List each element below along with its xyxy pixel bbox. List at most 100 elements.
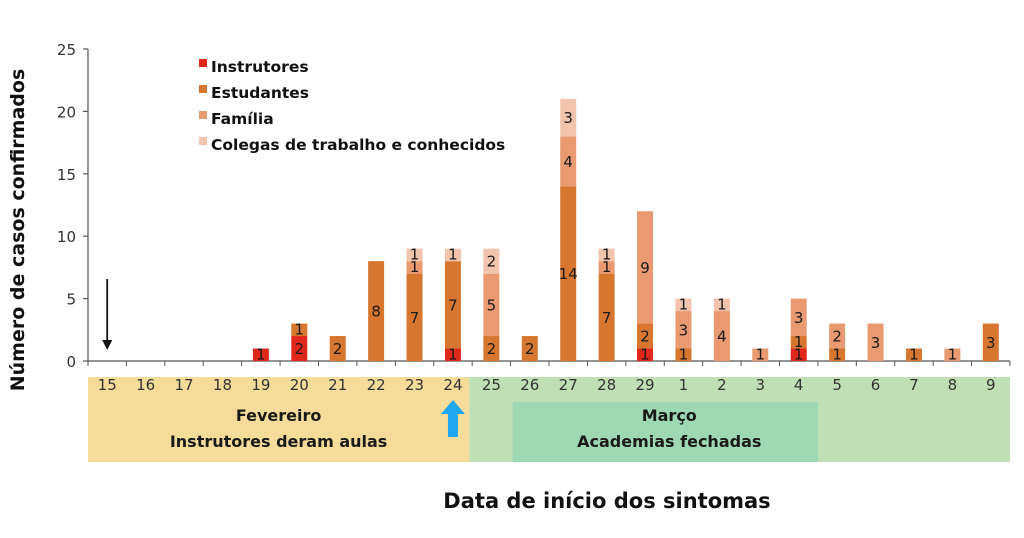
- x-tick-label: 23: [405, 376, 424, 394]
- data-label: 3: [679, 321, 689, 339]
- x-tick-label: 9: [986, 376, 996, 394]
- bar-segment: [675, 311, 692, 349]
- data-label: 2: [295, 340, 305, 358]
- bar-segment: [521, 336, 538, 361]
- legend-label: Instrutores: [211, 58, 309, 76]
- bar-segment: [637, 323, 654, 349]
- x-tick-label: 1: [679, 376, 689, 394]
- x-tick-label: 6: [871, 376, 881, 394]
- data-label: 1: [717, 296, 727, 314]
- bar-segment: [368, 261, 385, 361]
- data-label: 1: [410, 258, 420, 276]
- data-label: 7: [448, 296, 458, 314]
- data-label: 1: [756, 346, 766, 364]
- x-tick-label: 17: [174, 376, 193, 394]
- data-label: 7: [410, 309, 420, 327]
- y-tick-label: 0: [66, 353, 76, 371]
- x-axis-label: Data de início dos sintomas: [443, 489, 770, 513]
- legend-label: Estudantes: [211, 84, 309, 102]
- bar-segment: [675, 298, 692, 312]
- x-tick-label: 3: [756, 376, 766, 394]
- month-note-march: Academias fechadas: [577, 432, 761, 451]
- y-tick-label: 25: [57, 41, 76, 59]
- data-label: 5: [487, 296, 497, 314]
- x-tick-label: 2: [717, 376, 727, 394]
- data-label: 1: [909, 346, 919, 364]
- data-label: 1: [256, 346, 266, 364]
- data-label: 1: [602, 258, 612, 276]
- legend-swatch: [199, 137, 207, 145]
- data-label: 1: [794, 346, 804, 364]
- legend-swatch: [199, 59, 207, 67]
- y-tick-label: 15: [57, 166, 76, 184]
- x-tick-label: 8: [948, 376, 958, 394]
- bar-segment: [560, 136, 577, 187]
- bar-segment: [829, 323, 846, 349]
- bar-segment: [982, 323, 999, 361]
- x-tick-label: 20: [290, 376, 309, 394]
- month-bands: Fevereiro Instrutores deram aulas Março Aca…: [88, 377, 1011, 462]
- bar-segment: [905, 348, 922, 361]
- data-label: 2: [525, 340, 535, 358]
- data-label: 4: [563, 153, 573, 171]
- bar-segment: [790, 348, 807, 361]
- bar-segment: [637, 348, 654, 361]
- month-label-march: Março: [642, 406, 697, 425]
- data-label: 14: [559, 265, 578, 283]
- data-label: 2: [832, 328, 842, 346]
- x-tick-label: 22: [367, 376, 386, 394]
- legend-swatch: [199, 111, 207, 119]
- bar-segment: [790, 336, 807, 349]
- y-tick-label: 5: [66, 291, 76, 309]
- data-label: 1: [410, 246, 420, 264]
- bar-segment: [560, 186, 577, 361]
- bar-segment: [598, 273, 615, 361]
- x-tick-label: 19: [251, 376, 270, 394]
- data-label: 2: [333, 340, 343, 358]
- data-label: 7: [602, 309, 612, 327]
- bar-segment: [598, 248, 615, 262]
- y-tick-label: 20: [57, 103, 76, 121]
- x-tick-label: 26: [520, 376, 539, 394]
- legend: Instrutores Estudantes Família Colegas de t…: [199, 58, 505, 154]
- data-label: 1: [948, 346, 958, 364]
- data-label: 9: [640, 259, 650, 277]
- data-label: 1: [295, 321, 305, 339]
- data-label: 3: [563, 109, 573, 127]
- data-label: 1: [448, 246, 458, 264]
- bar-segment: [252, 348, 269, 361]
- x-tick-label: 28: [597, 376, 616, 394]
- axes: [83, 48, 1011, 366]
- data-label: 4: [717, 328, 727, 346]
- data-label: 1: [832, 346, 842, 364]
- bar-segment: [944, 348, 961, 361]
- bar-segment: [483, 273, 500, 337]
- y-tick-label: 10: [57, 228, 76, 246]
- legend-label: Família: [211, 110, 274, 128]
- bar-segment: [291, 336, 308, 361]
- bar-segment: [406, 248, 423, 262]
- bar-segment: [483, 336, 500, 361]
- x-tick-label: 21: [328, 376, 347, 394]
- band-march-inner: [512, 402, 818, 462]
- data-label: 1: [679, 346, 689, 364]
- x-tick-label: 7: [909, 376, 919, 394]
- data-label: 3: [871, 334, 881, 352]
- arrow-up-icon: [440, 400, 465, 437]
- bar-segment: [444, 248, 461, 262]
- bar-segment: [752, 348, 769, 361]
- bar-segment: [406, 273, 423, 361]
- month-note-february: Instrutores deram aulas: [170, 432, 388, 451]
- data-label: 1: [794, 333, 804, 351]
- bar-segment: [444, 348, 461, 361]
- bar-segment: [598, 261, 615, 274]
- bar-segment: [829, 348, 846, 361]
- x-tick-label: 16: [136, 376, 155, 394]
- data-label: 2: [487, 340, 497, 358]
- bar-segment: [713, 298, 730, 312]
- data-label: 1: [602, 246, 612, 264]
- bar-segment: [867, 323, 884, 361]
